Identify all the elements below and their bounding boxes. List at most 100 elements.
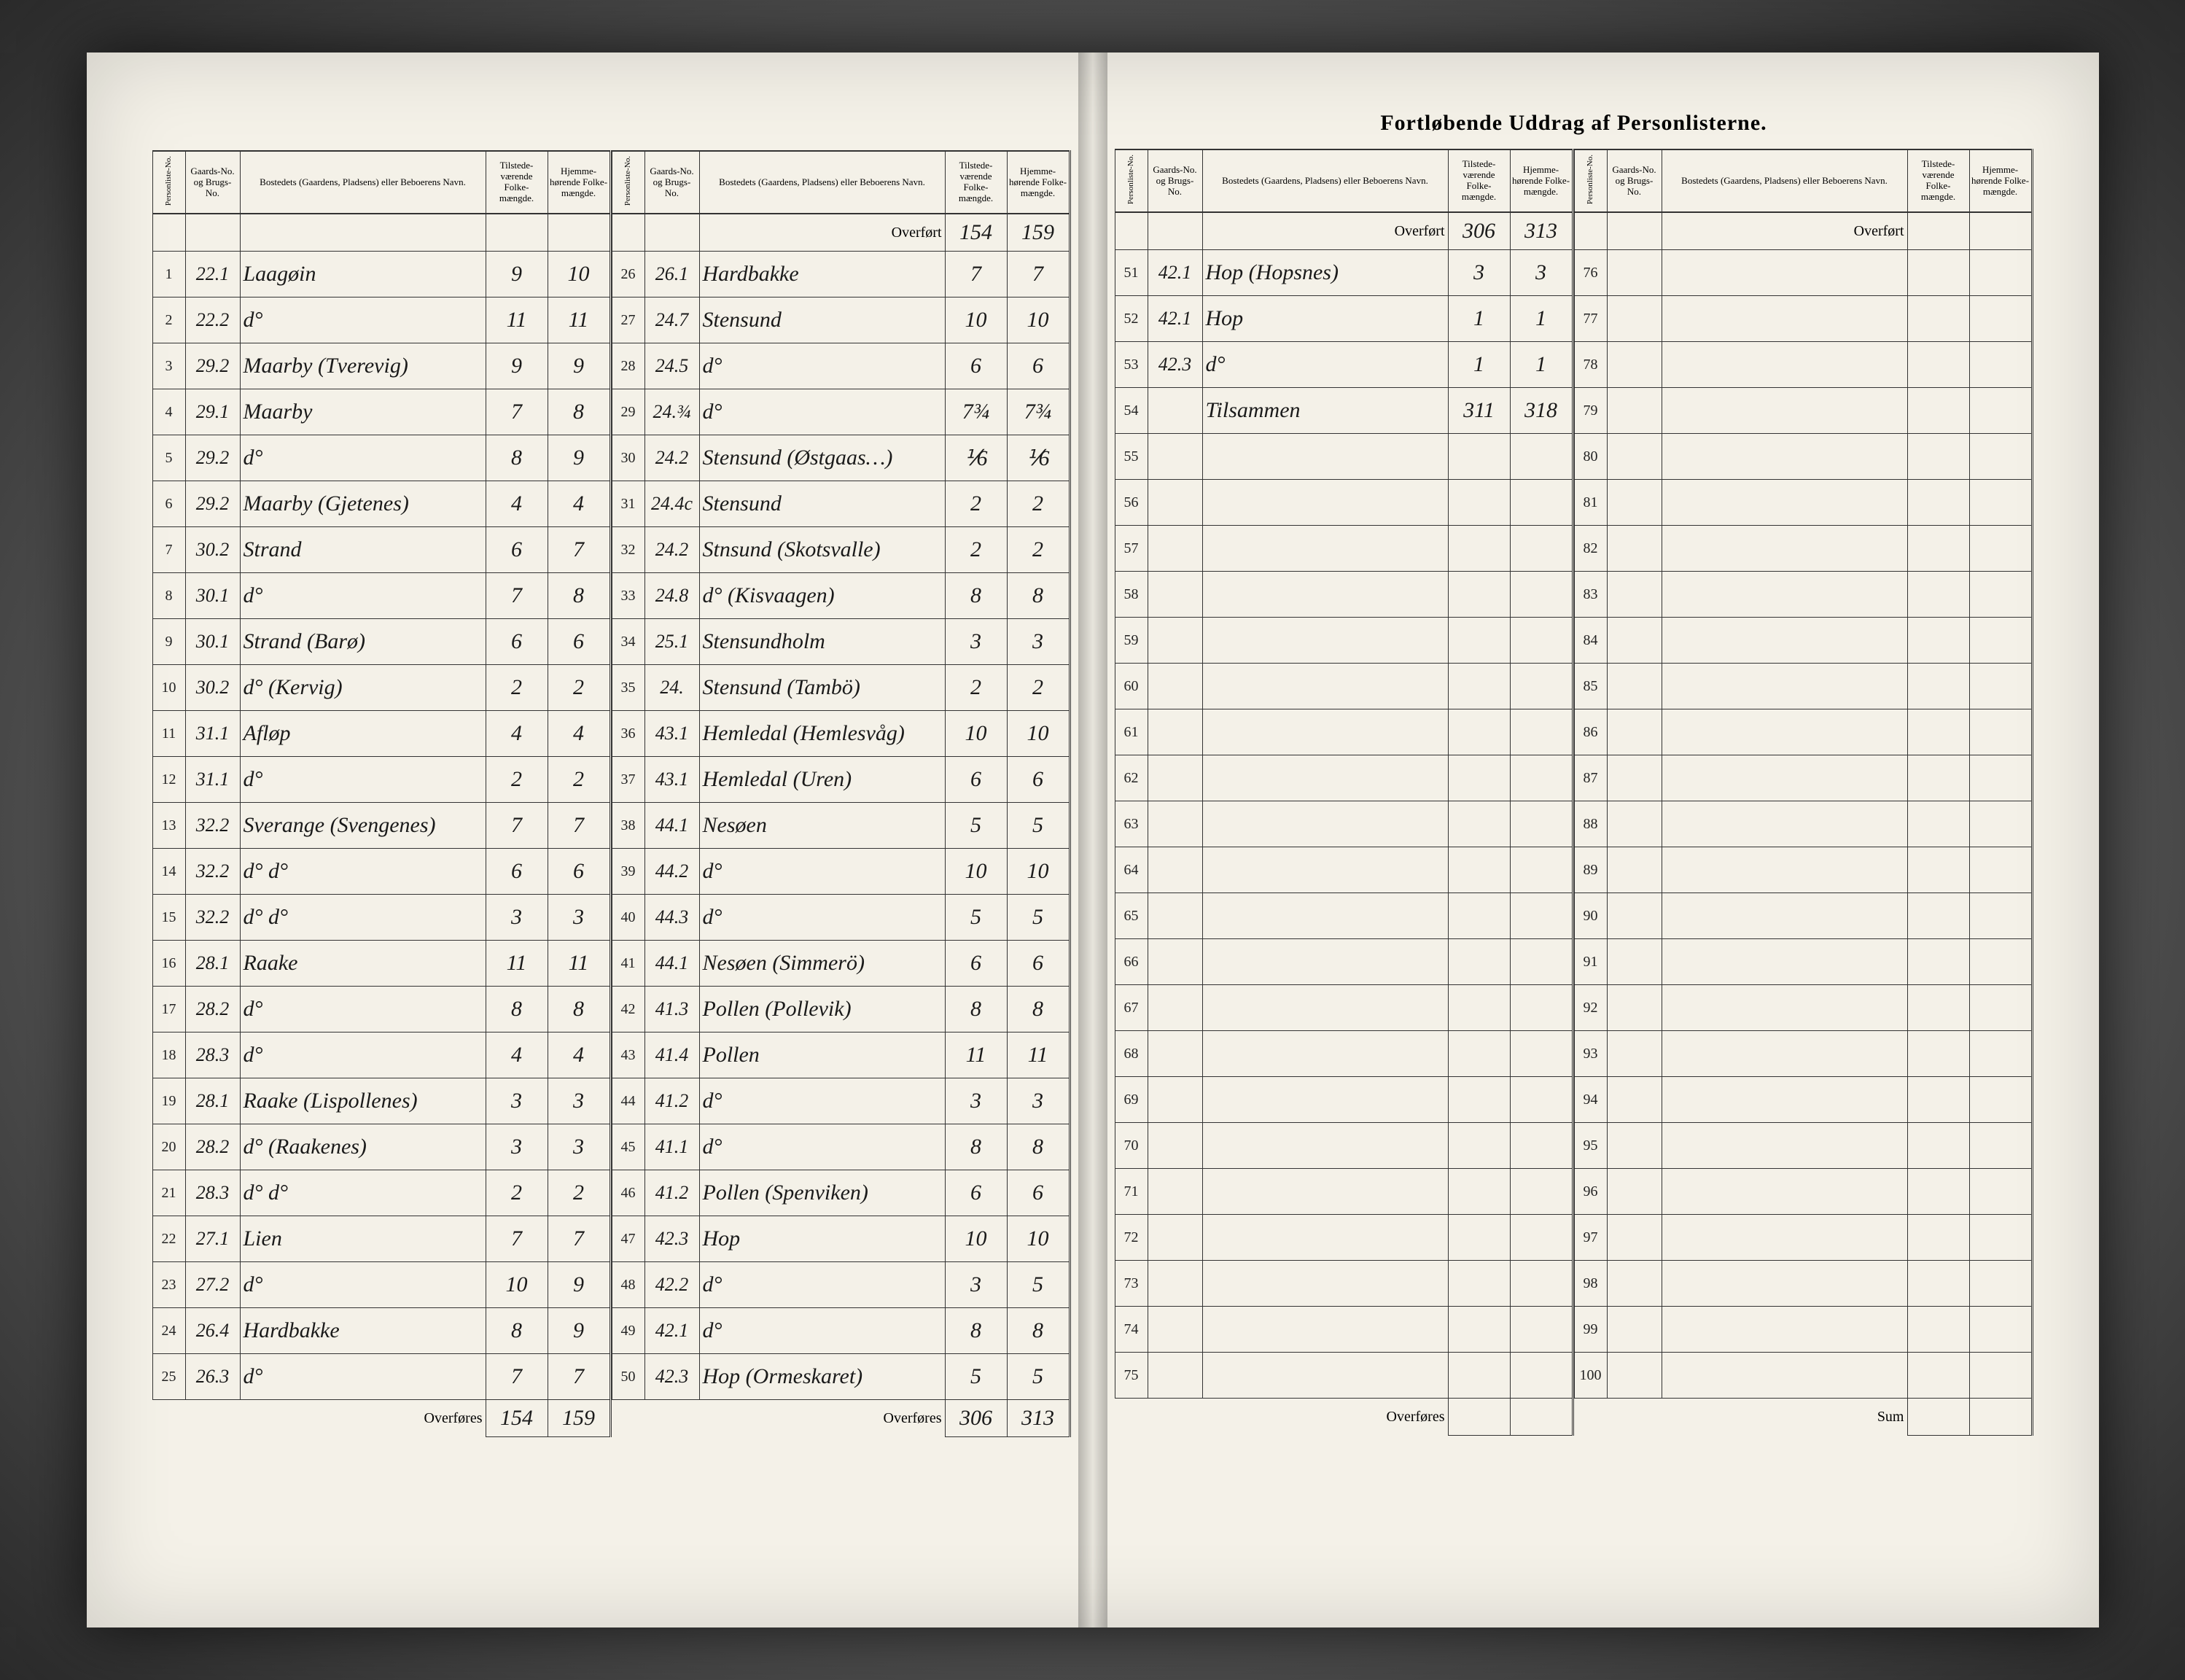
- table-row: 65: [1115, 893, 1573, 939]
- row-index: 78: [1584, 357, 1598, 373]
- bosted-name: Strand (Barø): [244, 629, 366, 653]
- gaard-no: 31.1: [196, 769, 230, 790]
- gaard-no: 42.2: [655, 1274, 689, 1295]
- table-row: 63: [1115, 801, 1573, 847]
- bosted-name: Laagøin: [244, 262, 316, 286]
- overfort-tilst: 154: [959, 220, 992, 244]
- overfores-label: Overføres: [699, 1400, 945, 1437]
- left-page: Personliste-No. Gaards-No. og Brugs-No. …: [87, 52, 1093, 1628]
- tilstede-val: 2: [511, 1181, 522, 1205]
- table-row: 54 Tilsammen 311 318: [1115, 388, 1573, 434]
- row-index: 22: [162, 1231, 176, 1247]
- row-index: 87: [1584, 770, 1598, 786]
- row-index: 18: [162, 1047, 176, 1063]
- row-index: 46: [621, 1185, 636, 1201]
- row-index: 24: [162, 1323, 176, 1339]
- overfort-label: Overført: [699, 214, 945, 252]
- bosted-name: d° (Kervig): [244, 675, 343, 699]
- tilstede-val: 5: [970, 813, 981, 837]
- row-index: 52: [1124, 311, 1139, 327]
- tilstede-val: 7: [511, 400, 522, 424]
- row-index: 54: [1124, 402, 1139, 419]
- row-index: 39: [621, 863, 636, 879]
- table-row: 89: [1574, 847, 2032, 893]
- gaard-no: 24.8: [655, 585, 689, 606]
- bosted-name: Pollen (Pollevik): [703, 997, 852, 1021]
- bosted-name: Maarby: [244, 400, 313, 424]
- gaard-no: 31.1: [196, 723, 230, 744]
- row-index: 12: [162, 771, 176, 788]
- row-index: 35: [621, 680, 636, 696]
- tilstede-val: 2: [511, 767, 522, 791]
- hjemme-val: 9: [573, 446, 584, 470]
- row-index: 27: [621, 312, 636, 328]
- table-row: 19 28.1 Raake (Lispollenes) 3 3: [152, 1078, 610, 1124]
- row-index: 98: [1584, 1275, 1598, 1291]
- bosted-name: Maarby (Gjetenes): [244, 491, 409, 516]
- bosted-name: d°: [703, 1272, 723, 1296]
- row-index: 66: [1124, 954, 1139, 970]
- gaard-no: 29.1: [196, 401, 230, 422]
- hjemme-val: 5: [1032, 1364, 1043, 1388]
- gaard-no: 42.1: [655, 1320, 689, 1341]
- row-index: 25: [162, 1369, 176, 1385]
- tilstede-val: 10: [506, 1272, 528, 1296]
- row-index: 23: [162, 1277, 176, 1293]
- table-row: 4 29.1 Maarby 7 8: [152, 389, 610, 435]
- gaard-no: 28.2: [196, 998, 230, 1019]
- table-row: 99: [1574, 1307, 2032, 1353]
- row-index: 96: [1584, 1183, 1598, 1199]
- overfores-label: Overføres: [240, 1400, 486, 1437]
- bosted-name: d°: [703, 1318, 723, 1342]
- row-index: 42: [621, 1001, 636, 1017]
- table-row: 21 28.3 d° d° 2 2: [152, 1170, 610, 1216]
- table-row: 91: [1574, 939, 2032, 985]
- row-index: 90: [1584, 908, 1598, 924]
- gaard-no: 26.4: [196, 1320, 230, 1341]
- bosted-name: d° d°: [244, 905, 289, 929]
- table-row: 10 30.2 d° (Kervig) 2 2: [152, 665, 610, 711]
- tilstede-val: 10: [965, 859, 987, 883]
- hjemme-val: 1: [1535, 306, 1546, 330]
- table-row: 80: [1574, 434, 2032, 480]
- row-index: 13: [162, 817, 176, 833]
- row-index: 28: [621, 358, 636, 374]
- tilstede-val: ⅟6: [964, 446, 987, 470]
- bosted-name: d°: [244, 1272, 263, 1296]
- tilstede-val: 3: [1473, 260, 1484, 284]
- row-index: 51: [1124, 265, 1139, 281]
- gaard-no: 29.2: [196, 447, 230, 468]
- table-row: 83: [1574, 572, 2032, 618]
- bosted-name: d°: [703, 905, 723, 929]
- table-row: 55: [1115, 434, 1573, 480]
- hjemme-val: 8: [1032, 997, 1043, 1021]
- table-row: 32 24.2 Stnsund (Skotsvalle) 2 2: [612, 527, 1070, 573]
- table-row: 6 29.2 Maarby (Gjetenes) 4 4: [152, 481, 610, 527]
- table-row: 79: [1574, 388, 2032, 434]
- tilstede-val: 4: [511, 1043, 522, 1067]
- table-row: 31 24.4c Stensund 2 2: [612, 481, 1070, 527]
- table-row: 95: [1574, 1123, 2032, 1169]
- row-index: 2: [165, 312, 173, 328]
- gaard-no: 41.3: [655, 998, 689, 1019]
- row-index: 3: [165, 358, 173, 374]
- table-row: 25 26.3 d° 7 7: [152, 1354, 610, 1400]
- gaard-no: 44.2: [655, 860, 689, 882]
- tilstede-val: 6: [970, 1181, 981, 1205]
- row-index: 45: [621, 1139, 636, 1155]
- row-index: 1: [165, 266, 173, 282]
- hjemme-val: 5: [1032, 1272, 1043, 1296]
- hjemme-val: 6: [1032, 767, 1043, 791]
- hjemme-val: 10: [1027, 1226, 1049, 1251]
- table-row: 92: [1574, 985, 2032, 1031]
- overfort-tilst: 306: [1462, 219, 1495, 243]
- table-row: 11 31.1 Afløp 4 4: [152, 711, 610, 757]
- bosted-name: d°: [703, 1135, 723, 1159]
- table-row: 44 41.2 d° 3 3: [612, 1078, 1070, 1124]
- gaard-no: 26.3: [196, 1366, 230, 1387]
- table-row: 87: [1574, 755, 2032, 801]
- tilstede-val: 8: [970, 1135, 981, 1159]
- row-index: 5: [165, 450, 173, 466]
- table-row: 85: [1574, 664, 2032, 709]
- row-index: 41: [621, 955, 636, 971]
